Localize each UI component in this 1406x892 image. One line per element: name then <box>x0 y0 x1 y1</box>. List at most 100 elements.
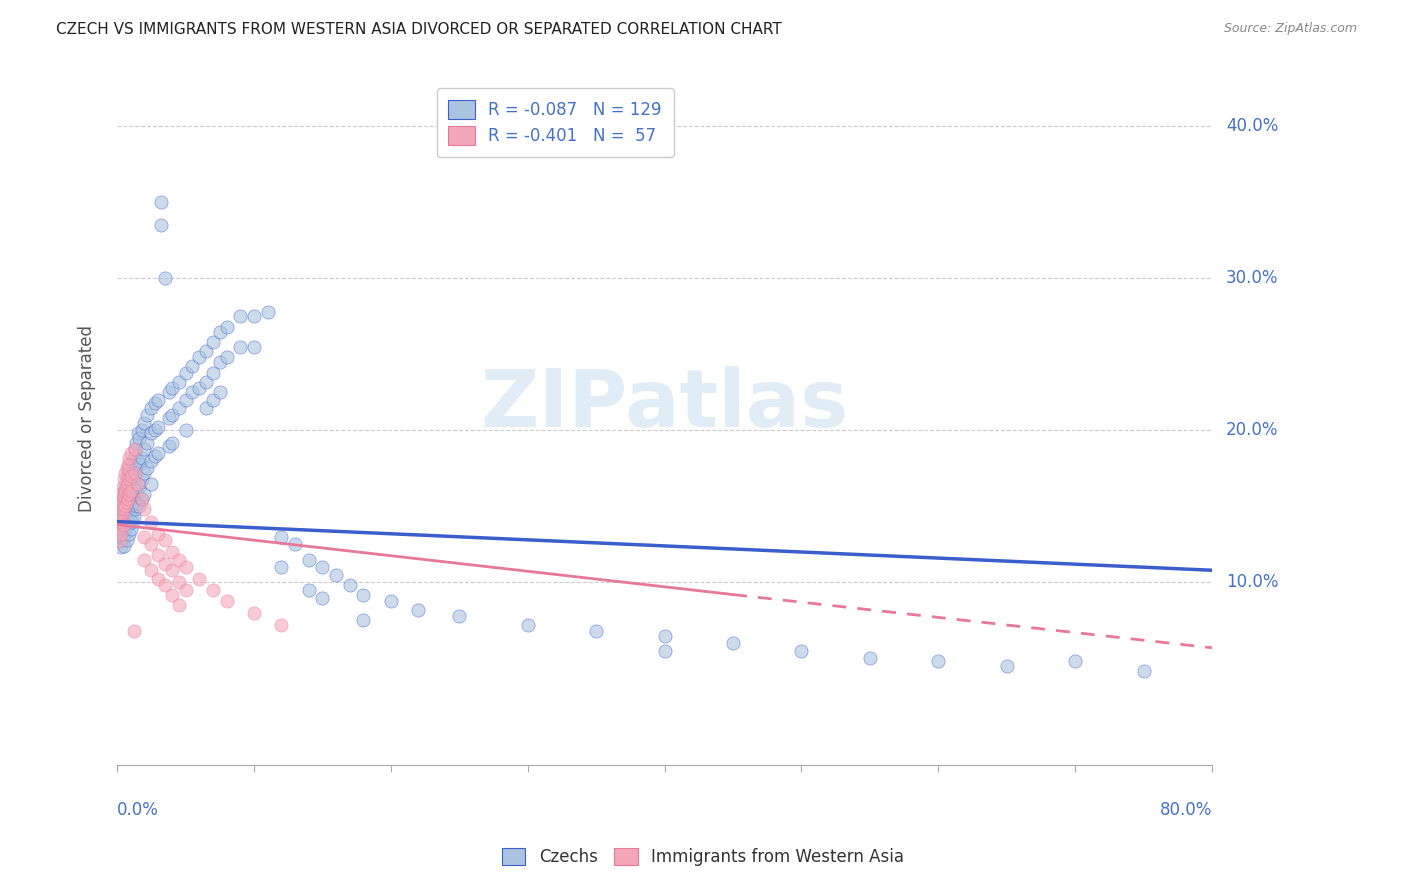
Point <box>270 560 292 574</box>
Point <box>339 578 361 592</box>
Point <box>121 500 143 514</box>
Point <box>141 476 163 491</box>
Point <box>149 195 172 210</box>
Point <box>146 573 169 587</box>
Point <box>201 366 224 380</box>
Point <box>160 408 183 422</box>
Point <box>149 218 172 232</box>
Point <box>110 487 132 501</box>
Point <box>243 310 266 324</box>
Text: ZIPatlas: ZIPatlas <box>481 366 849 444</box>
Point <box>229 340 252 354</box>
Point <box>270 618 292 632</box>
Point <box>111 533 134 547</box>
Point <box>195 344 218 359</box>
Point <box>160 545 183 559</box>
Point <box>208 325 231 339</box>
Point <box>125 461 148 475</box>
Text: 0.0%: 0.0% <box>117 801 159 819</box>
Legend: Czechs, Immigrants from Western Asia: Czechs, Immigrants from Western Asia <box>495 841 911 873</box>
Point <box>112 487 135 501</box>
Point <box>229 310 252 324</box>
Point <box>111 480 134 494</box>
Point <box>141 515 163 529</box>
Point <box>108 522 131 536</box>
Point <box>311 591 333 605</box>
Point <box>1064 655 1087 669</box>
Point <box>118 487 141 501</box>
Point <box>181 385 204 400</box>
Point <box>117 466 139 480</box>
Point <box>122 450 145 465</box>
Point <box>110 517 132 532</box>
Point <box>243 340 266 354</box>
Text: 80.0%: 80.0% <box>1160 801 1212 819</box>
Point <box>112 502 135 516</box>
Point <box>128 480 150 494</box>
Point <box>134 530 156 544</box>
Point <box>117 517 139 532</box>
Point <box>160 588 183 602</box>
Point <box>110 507 132 521</box>
Point <box>721 636 744 650</box>
Point <box>145 396 167 410</box>
Point <box>120 510 142 524</box>
Point <box>215 320 238 334</box>
Point <box>353 588 375 602</box>
Point <box>167 552 190 566</box>
Point <box>114 500 136 514</box>
Point <box>157 385 180 400</box>
Point <box>122 508 145 523</box>
Point <box>120 522 142 536</box>
Point <box>654 629 676 643</box>
Point <box>160 435 183 450</box>
Point <box>112 515 135 529</box>
Point <box>122 624 145 638</box>
Point <box>146 420 169 434</box>
Point <box>141 563 163 577</box>
Point <box>136 435 159 450</box>
Point <box>112 489 135 503</box>
Point <box>108 534 131 549</box>
Point <box>114 496 136 510</box>
Point <box>284 537 307 551</box>
Point <box>118 526 141 541</box>
Point <box>122 491 145 506</box>
Point <box>153 557 176 571</box>
Point <box>110 526 132 541</box>
Point <box>136 408 159 422</box>
Point <box>131 491 153 506</box>
Point <box>188 381 211 395</box>
Point <box>654 644 676 658</box>
Point <box>111 510 134 524</box>
Point <box>108 502 131 516</box>
Point <box>146 392 169 407</box>
Point <box>585 624 607 638</box>
Point <box>141 537 163 551</box>
Point <box>215 351 238 365</box>
Point <box>153 533 176 547</box>
Point <box>110 541 132 555</box>
Point <box>201 335 224 350</box>
Point <box>134 466 156 480</box>
Point <box>124 442 146 456</box>
Legend: R = -0.087   N = 129, R = -0.401   N =  57: R = -0.087 N = 129, R = -0.401 N = 57 <box>437 88 673 157</box>
Point <box>117 502 139 516</box>
Point <box>121 484 143 499</box>
Point <box>127 454 149 468</box>
Point <box>157 439 180 453</box>
Point <box>124 502 146 516</box>
Text: 10.0%: 10.0% <box>1226 574 1278 591</box>
Point <box>115 461 138 475</box>
Point <box>118 511 141 525</box>
Point <box>1132 664 1154 678</box>
Point <box>124 466 146 480</box>
Point <box>195 401 218 415</box>
Point <box>120 446 142 460</box>
Point <box>110 530 132 544</box>
Point <box>188 351 211 365</box>
Point <box>380 593 402 607</box>
Point <box>114 466 136 480</box>
Point <box>117 457 139 471</box>
Point <box>127 426 149 441</box>
